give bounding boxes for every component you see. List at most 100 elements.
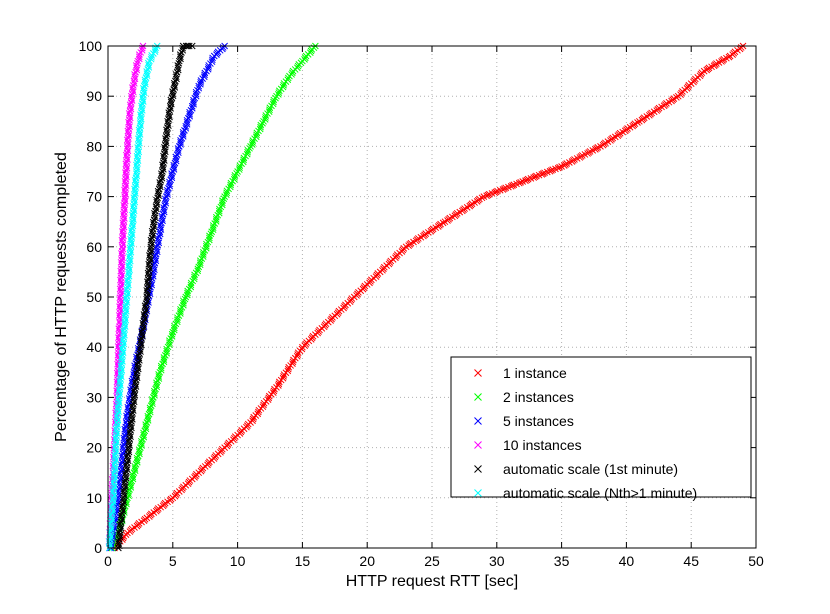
data-point	[118, 503, 126, 510]
data-point	[148, 227, 156, 235]
data-point	[124, 127, 132, 135]
legend-box	[450, 356, 752, 498]
data-point	[131, 176, 139, 184]
data-point	[186, 110, 194, 118]
data-point	[160, 356, 168, 363]
data-point	[130, 396, 138, 403]
data-point	[112, 465, 119, 473]
data-point	[164, 189, 171, 196]
data-point	[167, 96, 175, 104]
data-point	[121, 186, 128, 194]
y-tick-label: 40	[86, 339, 102, 355]
data-point	[116, 520, 124, 528]
data-point	[120, 327, 127, 335]
data-point	[116, 303, 123, 310]
data-point	[111, 474, 119, 482]
data-point	[121, 215, 128, 222]
data-point	[262, 114, 269, 121]
data-point	[151, 46, 159, 54]
data-point	[209, 224, 217, 231]
data-point	[131, 378, 139, 386]
data-point	[155, 373, 163, 380]
x-axis-title: HTTP request RTT [sec]	[346, 573, 519, 590]
data-point	[163, 347, 171, 355]
data-point	[126, 101, 134, 109]
data-point	[117, 362, 125, 370]
legend-entry: 10 instances	[503, 437, 582, 453]
data-point	[118, 228, 126, 235]
data-point	[117, 258, 125, 266]
data-point	[123, 164, 131, 172]
data-point	[139, 85, 147, 92]
y-tick-label: 80	[86, 138, 102, 154]
data-point	[121, 206, 129, 214]
data-point	[143, 295, 150, 303]
data-point	[118, 272, 126, 279]
data-point	[174, 316, 181, 324]
data-point	[108, 503, 116, 510]
data-point	[123, 452, 131, 460]
data-point	[160, 152, 167, 160]
data-point	[206, 234, 213, 242]
x-tick-label: 50	[748, 553, 764, 569]
data-point	[121, 425, 129, 433]
data-point	[125, 437, 133, 445]
data-point	[115, 529, 123, 537]
data-point	[517, 178, 525, 186]
data-point	[132, 161, 140, 169]
legend-entry: 5 instances	[503, 413, 574, 429]
data-point	[127, 227, 135, 234]
data-point	[227, 181, 234, 189]
data-point	[120, 201, 128, 209]
data-point	[272, 94, 279, 102]
data-point	[288, 71, 295, 78]
data-point	[126, 244, 134, 252]
data-point	[125, 446, 132, 454]
data-point	[126, 428, 133, 436]
data-point	[132, 370, 140, 377]
data-points	[105, 42, 747, 552]
data-point	[165, 109, 173, 117]
data-point	[128, 402, 136, 410]
data-point	[163, 126, 170, 134]
data-point	[119, 443, 127, 451]
data-point	[119, 254, 126, 262]
data-point	[131, 185, 138, 193]
data-point	[118, 263, 126, 271]
data-point	[180, 299, 187, 307]
data-point	[129, 203, 137, 210]
data-point	[188, 104, 196, 112]
data-point	[284, 365, 292, 373]
data-point	[146, 252, 153, 259]
data-point	[289, 358, 297, 366]
x-tick-label: 35	[554, 553, 570, 569]
data-point	[122, 182, 130, 190]
data-point	[175, 59, 183, 67]
data-point	[122, 191, 130, 198]
data-point	[123, 286, 131, 293]
data-point	[148, 53, 155, 61]
data-point	[280, 81, 287, 89]
legend-entry: automatic scale (1st minute)	[503, 461, 678, 477]
data-point	[127, 420, 134, 427]
data-point	[111, 452, 119, 460]
data-point	[223, 189, 230, 197]
data-point	[112, 447, 120, 455]
data-point	[146, 406, 154, 414]
data-point	[556, 163, 563, 171]
data-point	[118, 236, 126, 244]
legend-marker	[474, 465, 482, 473]
data-point	[135, 352, 142, 360]
x-tick-label: 15	[295, 553, 311, 569]
data-point	[136, 120, 144, 127]
data-point	[177, 53, 184, 61]
y-tick-label: 60	[86, 239, 102, 255]
legend-entry: 2 instances	[503, 389, 574, 405]
data-point	[199, 251, 207, 258]
data-point	[145, 260, 153, 268]
data-point	[115, 325, 123, 333]
data-point	[212, 215, 220, 223]
data-point	[121, 177, 129, 185]
data-point	[119, 496, 127, 504]
